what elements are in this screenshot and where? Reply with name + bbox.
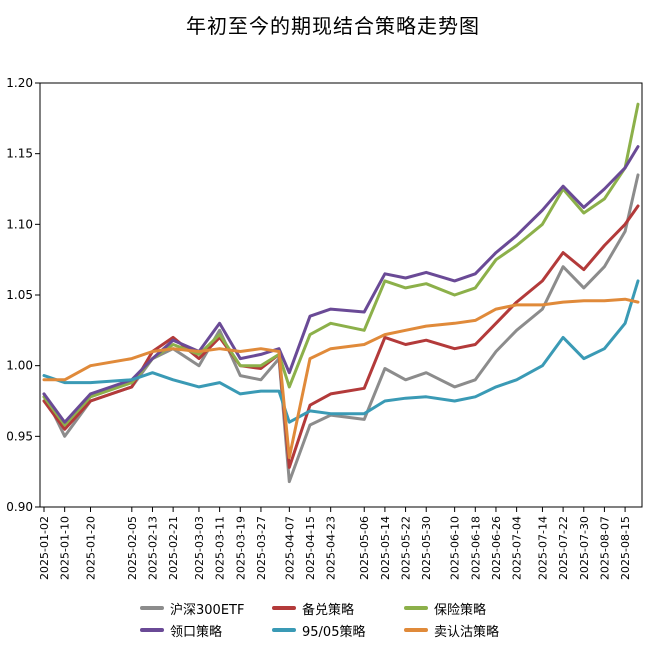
legend-swatch [404, 606, 428, 610]
legend-label: 备兑策略 [302, 602, 355, 618]
x-tick-label: 2025-02-13 [146, 516, 159, 580]
x-tick-label: 2025-04-23 [325, 516, 338, 580]
x-tick-label: 2025-05-06 [358, 516, 371, 580]
y-tick-label: 1.00 [6, 359, 33, 373]
x-tick-label: 2025-02-05 [126, 516, 139, 580]
y-tick-label: 1.10 [6, 217, 33, 231]
legend-item: 沪深300ETF [140, 598, 244, 618]
x-tick-label: 2025-04-07 [283, 516, 296, 580]
x-tick-label: 2025-07-04 [511, 516, 524, 580]
x-tick-label: 2025-01-10 [59, 516, 72, 580]
x-tick-label: 2025-08-15 [619, 516, 632, 580]
y-tick-label: 0.95 [6, 429, 33, 443]
legend-swatch [140, 628, 164, 632]
legend-label: 保险策略 [434, 602, 487, 618]
x-tick-label: 2025-05-22 [400, 516, 413, 580]
legend-item: 备兑策略 [272, 598, 354, 618]
x-tick-label: 2025-03-19 [234, 516, 247, 580]
x-tick-label: 2025-04-15 [304, 516, 317, 580]
y-tick-label: 1.15 [6, 147, 33, 161]
x-tick-label: 2025-06-26 [490, 516, 503, 580]
legend-item: 卖认沽策略 [404, 620, 499, 640]
x-tick-label: 2025-06-10 [449, 516, 462, 580]
legend-item: 95/05策略 [272, 620, 365, 640]
y-tick-label: 1.20 [6, 76, 33, 90]
plot-frame [39, 82, 643, 508]
legend-swatch [272, 606, 296, 610]
series-line [42, 279, 640, 424]
x-tick-label: 2025-06-18 [469, 516, 482, 580]
series-line [42, 204, 640, 469]
legend-item: 保险策略 [404, 598, 486, 618]
series-line [42, 173, 640, 484]
legend-swatch [404, 628, 428, 632]
legend-item: 领口策略 [140, 620, 222, 640]
x-tick-label: 2025-03-11 [214, 516, 227, 580]
x-tick-label: 2025-08-07 [598, 516, 611, 580]
chart-title: 年初至今的期现结合策略走势图 [186, 14, 480, 38]
legend-label: 95/05策略 [302, 624, 366, 640]
x-tick-label: 2025-05-14 [379, 516, 392, 580]
y-tick-label: 0.90 [6, 500, 33, 514]
x-tick-label: 2025-07-22 [557, 516, 570, 580]
x-tick-label: 2025-07-30 [578, 516, 591, 580]
x-tick-label: 2025-02-21 [167, 516, 180, 580]
y-tick-label: 1.05 [6, 288, 33, 302]
legend-label: 领口策略 [170, 624, 223, 640]
x-tick-label: 2025-03-03 [193, 516, 206, 580]
x-tick-label: 2025-01-02 [38, 516, 51, 580]
legend-swatch [272, 628, 296, 632]
legend-label: 沪深300ETF [170, 602, 245, 618]
x-tick-label: 2025-03-27 [255, 516, 268, 580]
x-tick-label: 2025-01-20 [84, 516, 97, 580]
legend-swatch [140, 606, 164, 610]
legend-label: 卖认沽策略 [434, 624, 500, 640]
series-line [42, 297, 640, 459]
x-tick-label: 2025-05-30 [420, 516, 433, 580]
x-tick-label: 2025-07-14 [536, 516, 549, 580]
